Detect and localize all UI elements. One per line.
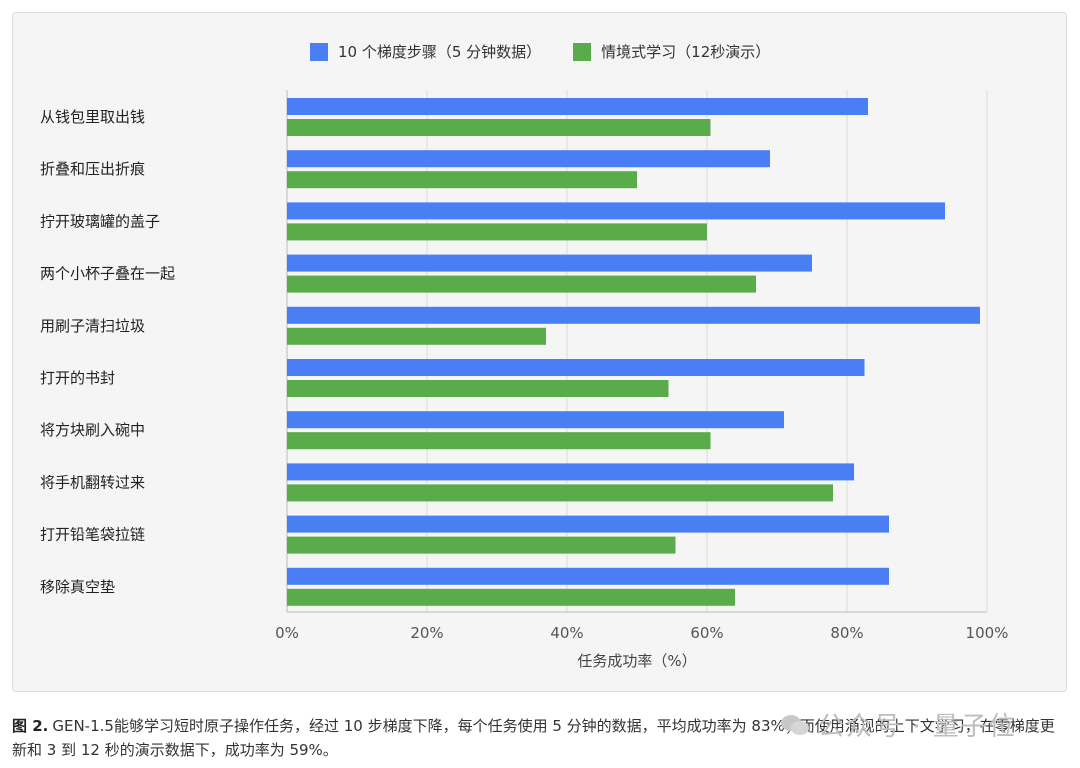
- bar-gradient-steps: [287, 202, 945, 220]
- legend-label-series-2: 情境式学习（12秒演示）: [601, 43, 771, 61]
- bar-in-context: [287, 484, 833, 502]
- x-tick-label: 40%: [550, 624, 583, 642]
- bar-in-context: [287, 536, 676, 554]
- bar-gradient-steps: [287, 567, 889, 585]
- category-label: 折叠和压出折痕: [40, 160, 145, 178]
- category-label: 用刷子清扫垃圾: [40, 317, 145, 335]
- bar-gradient-steps: [287, 463, 854, 481]
- bar-in-context: [287, 380, 669, 397]
- category-label: 将手机翻转过来: [40, 473, 145, 491]
- category-label: 打开铅笔袋拉链: [40, 526, 145, 544]
- x-tick-label: 60%: [690, 624, 723, 642]
- bar-in-context: [287, 588, 735, 606]
- wechat-icon: [781, 714, 809, 735]
- legend-item-series-1: 10 个梯度步骤（5 分钟数据）: [310, 41, 541, 62]
- bar-gradient-steps: [287, 150, 770, 168]
- bar-in-context: [287, 432, 711, 450]
- legend-item-series-2: 情境式学习（12秒演示）: [573, 41, 770, 62]
- category-label: 打开的书封: [40, 369, 115, 387]
- category-label: 移除真空垫: [40, 578, 115, 596]
- bar-gradient-steps: [287, 515, 889, 533]
- x-tick-label: 100%: [966, 624, 1009, 642]
- bar-chart: 0% 20% 40% 60% 80% 100% 任务成功率（%） 从钱包里取出钱折叠和压出折痕…: [40, 90, 1009, 670]
- bar-gradient-steps: [287, 306, 980, 324]
- legend-swatch-series-1: [310, 42, 328, 61]
- watermark: 公众号 · 量子位: [780, 706, 1017, 743]
- category-label: 两个小杯子叠在一起: [40, 265, 175, 283]
- bar-in-context: [287, 119, 711, 136]
- watermark-text: 公众号 · 量子位: [818, 712, 1017, 742]
- bar-gradient-steps: [287, 254, 812, 272]
- legend-swatch-series-2: [573, 42, 592, 61]
- bar-in-context: [287, 327, 546, 345]
- category-label: 拧开玻璃罐的盖子: [40, 212, 160, 230]
- bar-in-context: [287, 171, 637, 189]
- category-label: 从钱包里取出钱: [40, 108, 145, 126]
- category-label: 将方块刷入碗中: [40, 421, 145, 439]
- bar-gradient-steps: [287, 359, 865, 376]
- x-axis-label: 任务成功率（%）: [577, 652, 696, 670]
- caption-label: 图 2.: [12, 717, 49, 735]
- bar-in-context: [287, 275, 756, 293]
- legend-label-series-1: 10 个梯度步骤（5 分钟数据）: [338, 43, 542, 61]
- chart-legend: 10 个梯度步骤（5 分钟数据） 情境式学习（12秒演示）: [310, 41, 802, 62]
- x-tick-label: 0%: [275, 624, 299, 642]
- bar-gradient-steps: [287, 411, 784, 429]
- x-tick-label: 20%: [410, 624, 443, 642]
- x-tick-label: 80%: [830, 624, 863, 642]
- bar-gradient-steps: [287, 98, 868, 115]
- bar-in-context: [287, 223, 707, 241]
